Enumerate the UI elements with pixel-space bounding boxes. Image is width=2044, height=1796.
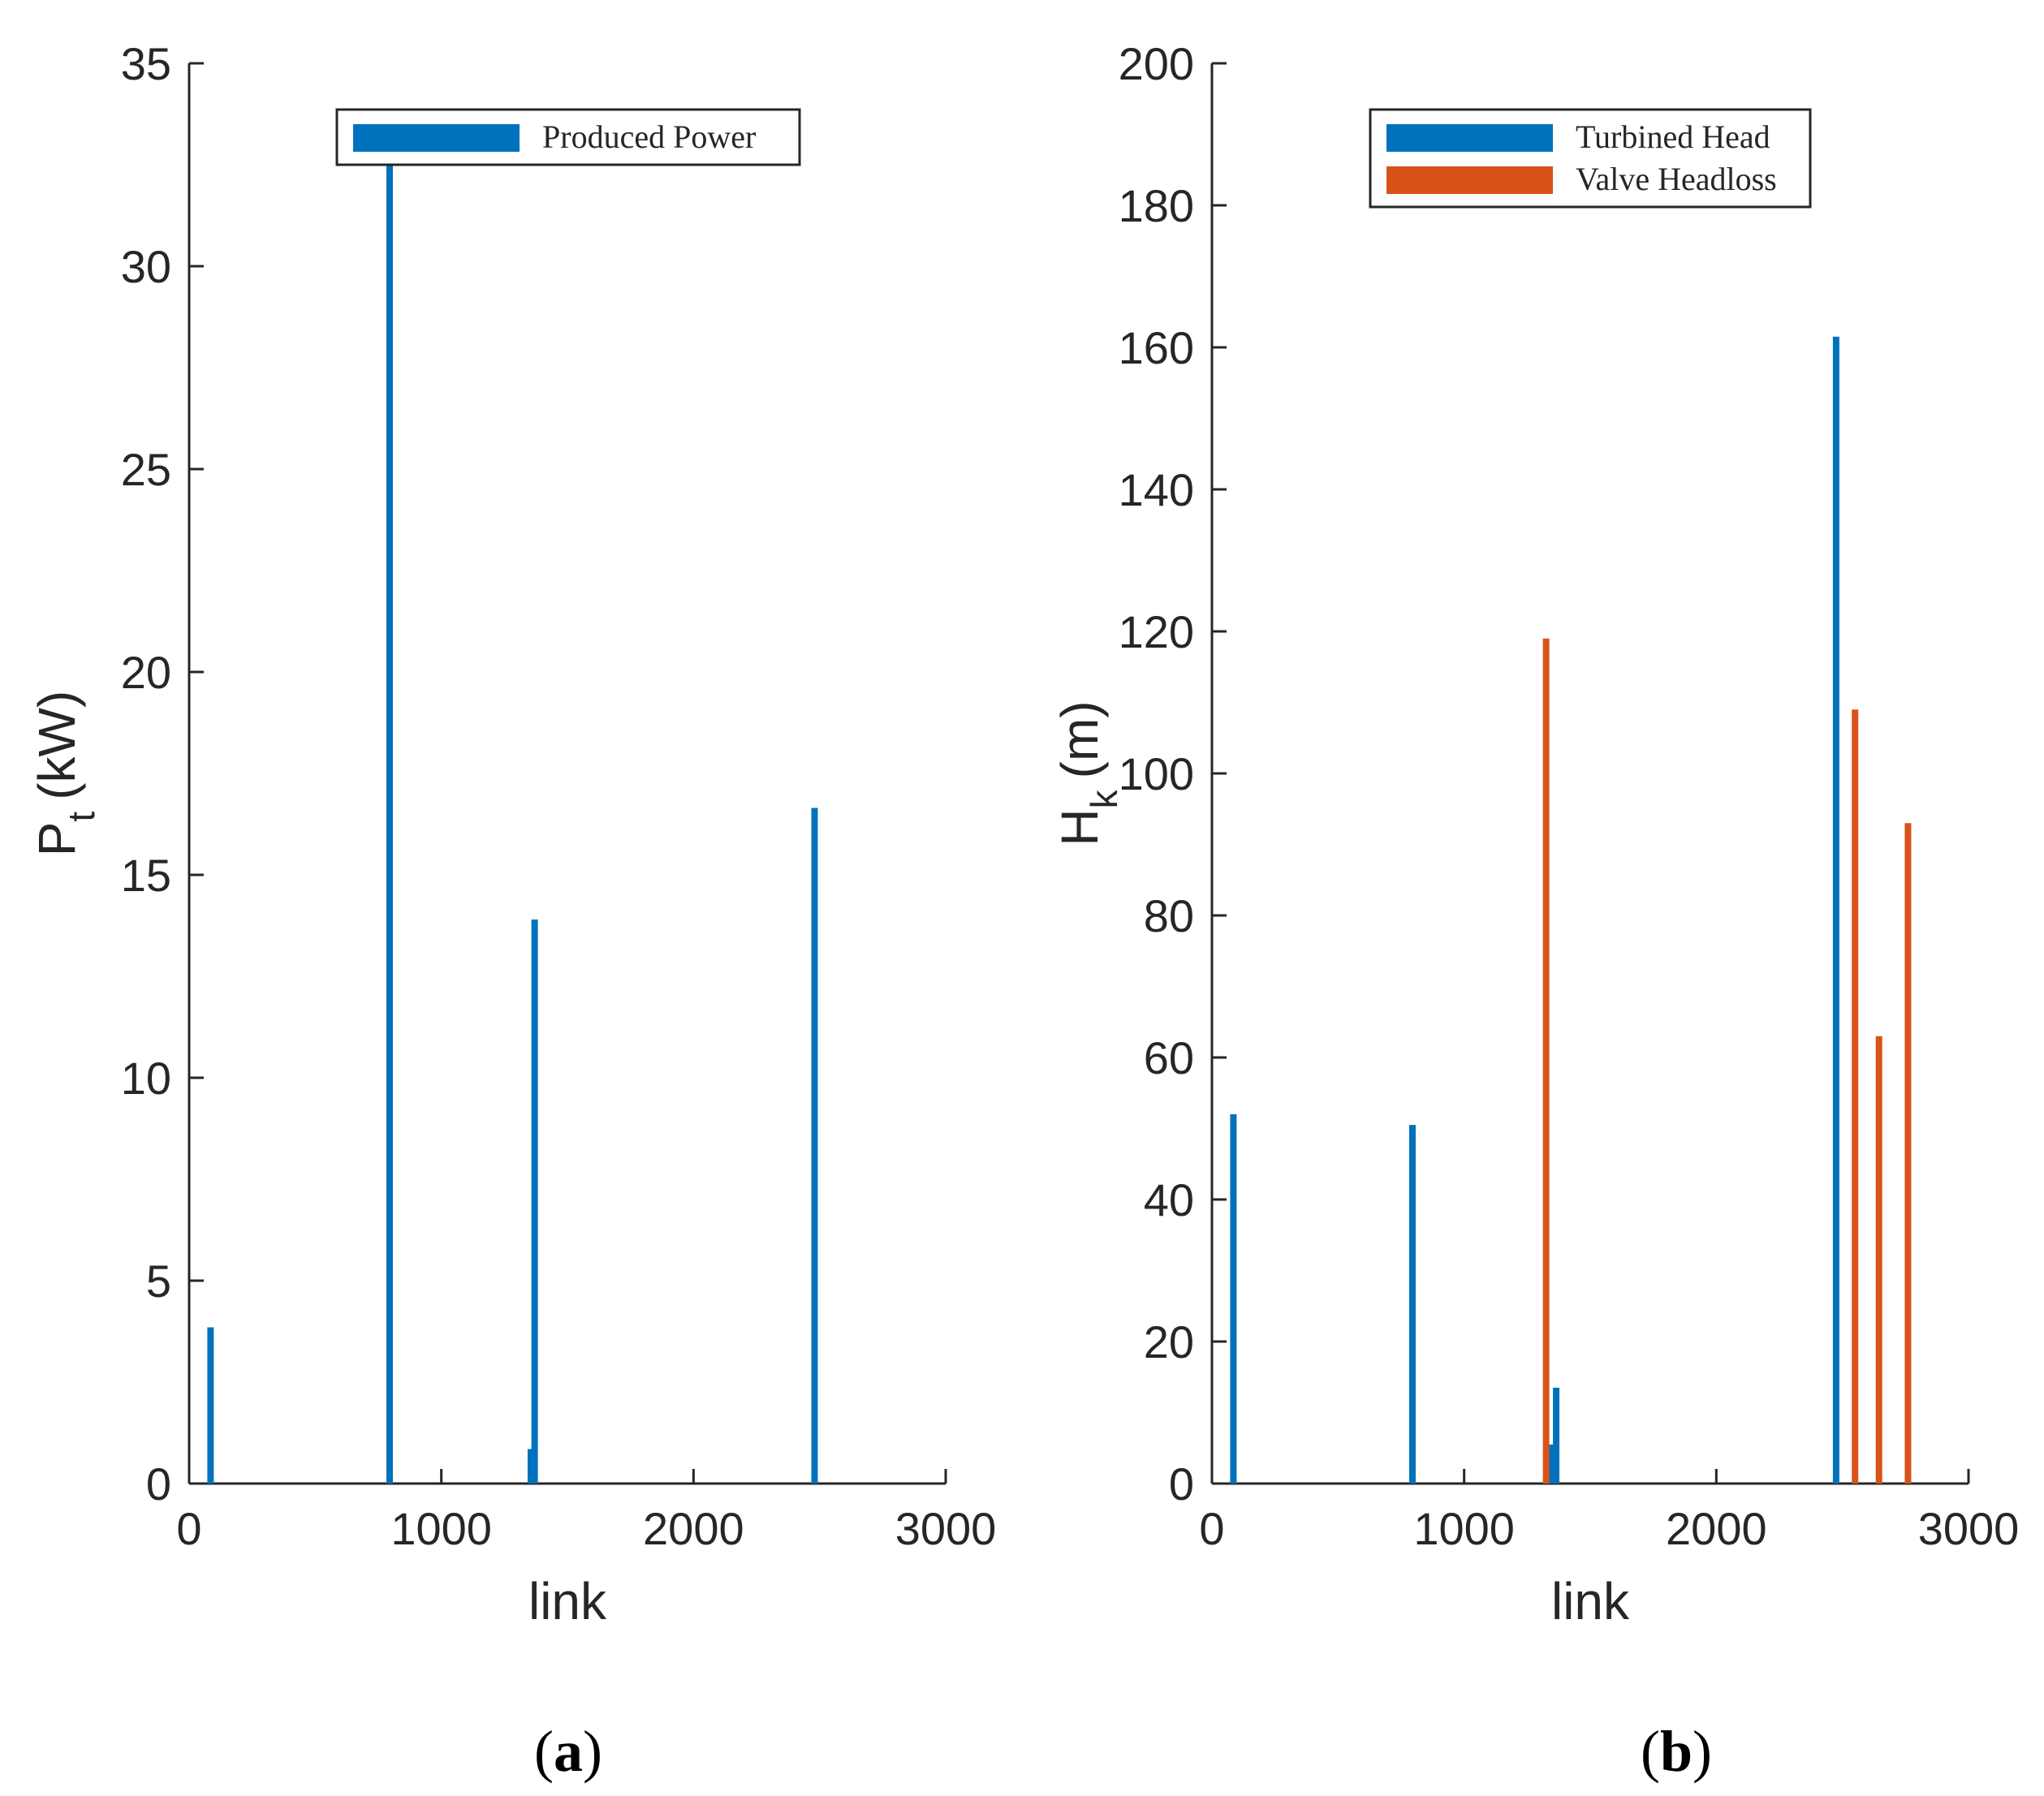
x-tick-label: 2000: [1666, 1503, 1767, 1554]
y-tick-label: 10: [121, 1053, 171, 1104]
x-tick-label: 1000: [1413, 1503, 1515, 1554]
bar-turbined-head: [1230, 1114, 1237, 1484]
y-tick-label: 20: [121, 647, 171, 698]
bar-valve-headloss: [1904, 823, 1912, 1484]
y-tick-label: 80: [1144, 890, 1194, 941]
x-tick-label: 0: [176, 1503, 201, 1554]
y-tick-label: 140: [1119, 464, 1194, 515]
legend-label: Produced Power: [542, 118, 756, 155]
bar-produced-power: [207, 1327, 214, 1484]
y-tick-label: 30: [121, 241, 171, 292]
bar-turbined-head: [1553, 1387, 1560, 1484]
y-axis-title-unit: (kW): [28, 691, 86, 800]
x-tick-label: 0: [1199, 1503, 1224, 1554]
y-axis-title-subscript: k: [1083, 789, 1125, 808]
legend-label: Turbined Head: [1576, 118, 1770, 155]
y-axis-title-subscript: t: [60, 812, 102, 822]
y-tick-label: 100: [1119, 748, 1194, 799]
y-axis-title: Pt (kW): [28, 691, 102, 857]
y-tick-label: 5: [146, 1255, 171, 1307]
y-axis-title: Hk (m): [1050, 700, 1125, 846]
panel-b: 0 1000 2000 3000 0 20 40 60 80 100 120 140 160 180 200…: [1050, 38, 2019, 1784]
y-tick-label: 60: [1144, 1032, 1194, 1083]
y-tick-label: 35: [121, 38, 171, 89]
bar-turbined-head: [1832, 336, 1839, 1484]
bars: [207, 165, 818, 1484]
panel-label: (b): [1641, 1719, 1712, 1784]
x-tick-label: 3000: [895, 1503, 997, 1554]
x-tick-label: 2000: [643, 1503, 744, 1554]
bars: [1230, 336, 1912, 1484]
bar-produced-power: [386, 165, 393, 1484]
legend-swatch: [1386, 166, 1553, 194]
bar-valve-headloss: [1542, 638, 1550, 1484]
panel-label: (a): [534, 1719, 602, 1784]
bar-produced-power: [811, 808, 818, 1484]
bar-valve-headloss: [1875, 1036, 1882, 1484]
panel-a: 0 1000 2000 3000 0 5 10 15 20 25 30 35 link Pt (kW) Pro…: [28, 38, 996, 1784]
y-tick-label: 15: [121, 850, 171, 901]
y-tick-label: 0: [146, 1458, 171, 1510]
bar-produced-power: [531, 920, 538, 1484]
legend: Turbined Head Valve Headloss: [1369, 108, 1812, 209]
y-axis-title-main: P: [28, 822, 86, 857]
bar-turbined-head: [1549, 1444, 1556, 1484]
x-axis-title: link: [1551, 1572, 1630, 1630]
y-tick-label: 160: [1119, 322, 1194, 373]
y-tick-label: 120: [1119, 606, 1194, 657]
legend-swatch: [1386, 124, 1553, 152]
y-tick-label: 180: [1119, 180, 1194, 231]
y-tick-label: 40: [1144, 1174, 1194, 1225]
bar-valve-headloss: [1852, 709, 1859, 1484]
legend: Produced Power: [335, 108, 801, 166]
x-tick-label: 1000: [390, 1503, 492, 1554]
bar-produced-power: [527, 1449, 534, 1484]
legend-swatch: [353, 124, 520, 152]
bar-turbined-head: [1408, 1125, 1416, 1484]
x-axis-title: link: [528, 1572, 607, 1630]
y-tick-label: 0: [1169, 1458, 1194, 1510]
y-tick-label: 25: [121, 444, 171, 495]
y-tick-label: 200: [1119, 38, 1194, 89]
x-tick-label: 3000: [1918, 1503, 2020, 1554]
legend-label: Valve Headloss: [1576, 161, 1777, 197]
y-tick-label: 20: [1144, 1316, 1194, 1367]
y-axis-title-main: H: [1050, 808, 1109, 846]
y-axis-title-unit: (m): [1050, 700, 1109, 778]
